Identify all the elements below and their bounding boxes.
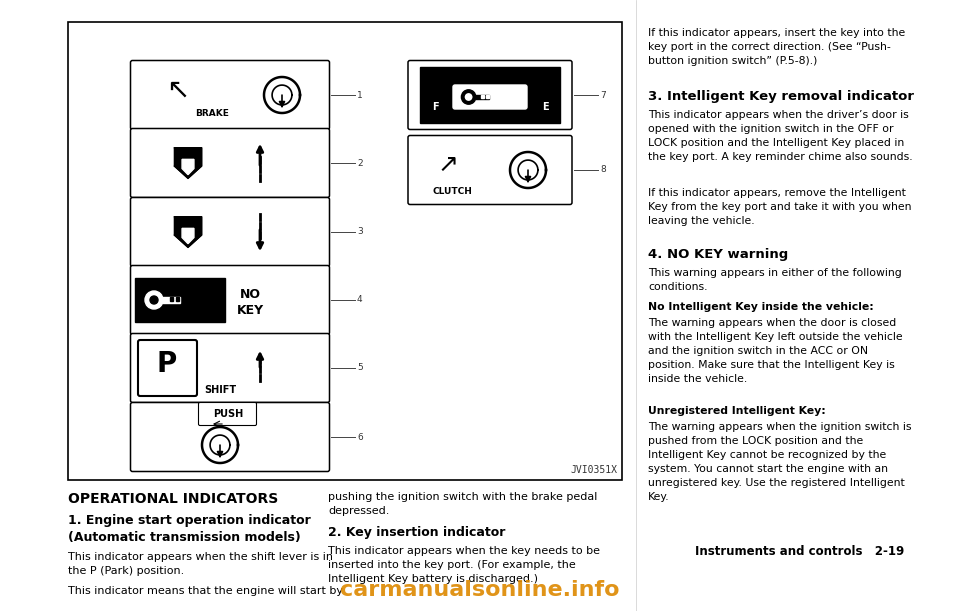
Bar [135,278,225,322]
Text: 7: 7 [600,90,606,100]
Text: OPERATIONAL INDICATORS: OPERATIONAL INDICATORS [68,492,278,506]
Text: JVI0351X: JVI0351X [570,465,617,475]
Text: P: P [156,350,178,378]
Text: E: E [541,102,548,112]
Text: 4. NO KEY warning: 4. NO KEY warning [648,248,788,261]
FancyBboxPatch shape [453,85,527,109]
Text: This indicator appears when the key needs to be
inserted into the key port. (For: This indicator appears when the key need… [328,546,600,584]
FancyBboxPatch shape [199,403,256,425]
Text: This indicator means that the engine will start by: This indicator means that the engine wil… [68,586,343,596]
FancyBboxPatch shape [131,128,329,197]
Text: Unregistered Intelligent Key:: Unregistered Intelligent Key: [648,406,826,416]
Bar [68,22,622,480]
Text: The warning appears when the ignition switch is
pushed from the LOCK position an: The warning appears when the ignition sw… [648,422,911,502]
FancyBboxPatch shape [408,60,572,130]
Polygon shape [175,217,202,247]
FancyBboxPatch shape [131,60,329,130]
Text: 3. Intelligent Key removal indicator: 3. Intelligent Key removal indicator [648,90,914,103]
Circle shape [466,94,471,100]
Text: 3: 3 [357,227,363,236]
Text: If this indicator appears, insert the key into the
key port in the correct direc: If this indicator appears, insert the ke… [648,28,905,66]
Text: 5: 5 [357,364,363,373]
Text: BRAKE: BRAKE [195,109,228,117]
Bar [170,297,173,301]
Polygon shape [182,159,194,175]
Bar [176,297,179,301]
Text: No Intelligent Key inside the vehicle:: No Intelligent Key inside the vehicle: [648,302,874,312]
FancyBboxPatch shape [138,340,197,396]
Bar [160,297,180,303]
Text: 4: 4 [357,296,363,304]
Text: CLUTCH: CLUTCH [432,188,472,197]
Text: This warning appears in either of the following
conditions.: This warning appears in either of the fo… [648,268,901,292]
Polygon shape [182,229,194,244]
Text: This indicator appears when the shift lever is in
the P (Park) position.: This indicator appears when the shift le… [68,552,333,576]
Text: pushing the ignition switch with the brake pedal
depressed.: pushing the ignition switch with the bra… [328,492,597,516]
FancyBboxPatch shape [131,334,329,403]
Text: 6: 6 [357,433,363,442]
Bar [420,67,560,123]
FancyBboxPatch shape [408,136,572,205]
FancyBboxPatch shape [131,197,329,266]
Circle shape [462,90,476,104]
FancyBboxPatch shape [131,266,329,334]
Circle shape [145,291,163,309]
Text: F: F [432,102,439,112]
Text: Instruments and controls   2-19: Instruments and controls 2-19 [695,545,904,558]
Text: 2. Key insertion indicator: 2. Key insertion indicator [328,526,505,539]
Circle shape [150,296,158,304]
Text: The warning appears when the door is closed
with the Intelligent Key left outsid: The warning appears when the door is clo… [648,318,902,384]
Bar [473,95,490,100]
Text: NO: NO [239,288,260,301]
Text: 8: 8 [600,166,606,175]
Text: 2: 2 [357,158,363,167]
Text: 1. Engine start operation indicator
(Automatic transmission models): 1. Engine start operation indicator (Aut… [68,514,311,544]
Bar [486,95,489,98]
Text: carmanualsonline.info: carmanualsonline.info [340,580,620,600]
FancyBboxPatch shape [131,403,329,472]
Text: ↖: ↖ [166,76,190,104]
Text: 1: 1 [357,90,363,100]
Text: If this indicator appears, remove the Intelligent
Key from the key port and take: If this indicator appears, remove the In… [648,188,911,226]
Text: SHIFT: SHIFT [204,385,236,395]
Text: ↗: ↗ [438,153,459,177]
Text: PUSH: PUSH [213,409,243,419]
Polygon shape [175,148,202,178]
Bar [481,95,484,98]
Text: KEY: KEY [236,304,264,316]
Text: This indicator appears when the driver’s door is
opened with the ignition switch: This indicator appears when the driver’s… [648,110,913,162]
